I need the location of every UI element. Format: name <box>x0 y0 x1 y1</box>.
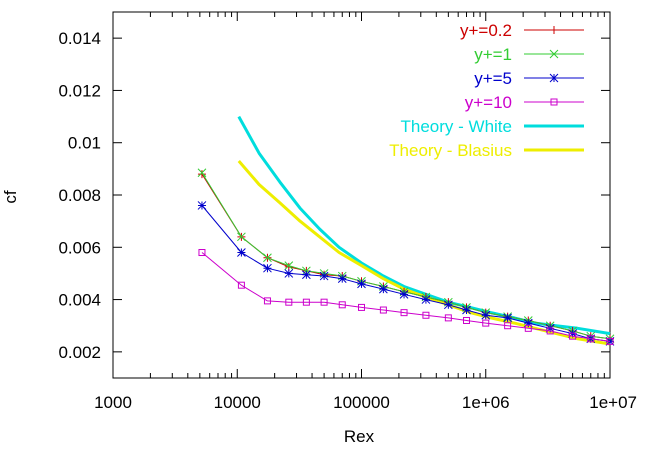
legend-label: Theory - Blasius <box>389 141 512 160</box>
axes: 1000 10000 100000 1e+06 1e+07 0.002 0.004 0.006… <box>58 11 637 412</box>
data-point <box>320 298 328 306</box>
legend-marker <box>549 49 559 59</box>
y-tick-label: 0.01 <box>68 134 101 153</box>
legend-label: y+=5 <box>474 69 512 88</box>
y-tick-label: 0.012 <box>58 81 101 100</box>
data-point <box>569 332 577 340</box>
series-y-10 <box>198 249 614 345</box>
data-point <box>379 306 387 314</box>
data-point <box>237 232 246 242</box>
x-tick-label: 1000 <box>94 393 132 412</box>
data-point <box>263 297 271 305</box>
legend-label: y+=1 <box>474 45 512 64</box>
legend-label: Theory - White <box>401 117 512 136</box>
y-tick-label: 0.006 <box>58 238 101 257</box>
legend-label: y+=10 <box>465 93 512 112</box>
data-point <box>197 168 207 178</box>
legend-label: y+=0.2 <box>460 21 512 40</box>
x-tick-label: 1e+06 <box>462 393 510 412</box>
data-point <box>606 337 614 345</box>
data-point <box>587 335 595 343</box>
data-point <box>399 289 409 299</box>
data-point <box>263 253 272 263</box>
series-layer <box>197 115 615 346</box>
series-line <box>201 172 611 340</box>
y-tick-label: 0.004 <box>58 291 101 310</box>
series-line <box>201 173 611 340</box>
x-tick-label: 1e+07 <box>589 393 637 412</box>
data-point <box>524 324 532 332</box>
y-tick-label: 0.008 <box>58 186 101 205</box>
series-theory-blasius <box>237 160 611 346</box>
data-point <box>421 295 431 304</box>
legend: y+=0.2 y+=1 y+=5 y+=10 Theory - White Theory … <box>389 21 584 160</box>
x-axis-title: Rex <box>344 427 375 446</box>
legend-marker <box>550 98 558 106</box>
data-point <box>198 249 206 257</box>
data-point <box>379 284 388 294</box>
series-line <box>237 160 611 346</box>
data-point <box>284 269 294 278</box>
x-tick-label: 10000 <box>214 393 261 412</box>
data-point <box>284 261 294 270</box>
y-axis-title: cf <box>1 190 20 204</box>
series-y-0-2 <box>197 170 614 343</box>
data-point <box>338 301 346 309</box>
x-tick-label: 100000 <box>333 393 390 412</box>
data-point <box>337 274 347 284</box>
series-theory-white <box>237 115 611 336</box>
data-point <box>482 319 490 327</box>
data-point <box>357 279 366 289</box>
data-point <box>443 300 453 310</box>
data-point <box>319 271 329 281</box>
y-tick-label: 0.002 <box>58 343 101 362</box>
legend-marker <box>549 73 559 83</box>
series-line <box>201 205 611 342</box>
data-point <box>504 322 512 330</box>
y-tick-label: 0.014 <box>58 29 101 48</box>
series-line <box>237 115 611 336</box>
data-point <box>263 263 272 273</box>
data-point <box>197 201 207 210</box>
data-point <box>400 309 408 317</box>
data-point <box>481 310 491 320</box>
series-y-1 <box>197 168 615 344</box>
legend-marker <box>550 26 558 34</box>
data-point <box>444 314 452 322</box>
data-point <box>463 316 471 324</box>
data-point <box>302 270 311 280</box>
data-point <box>503 313 512 323</box>
data-point <box>422 311 430 319</box>
data-point <box>462 305 471 315</box>
data-point <box>237 281 245 289</box>
data-point <box>237 248 246 257</box>
data-point <box>546 327 554 335</box>
data-point <box>285 298 293 306</box>
data-point <box>358 303 365 311</box>
data-point <box>523 318 533 328</box>
data-point <box>302 298 310 306</box>
data-point <box>197 170 206 179</box>
